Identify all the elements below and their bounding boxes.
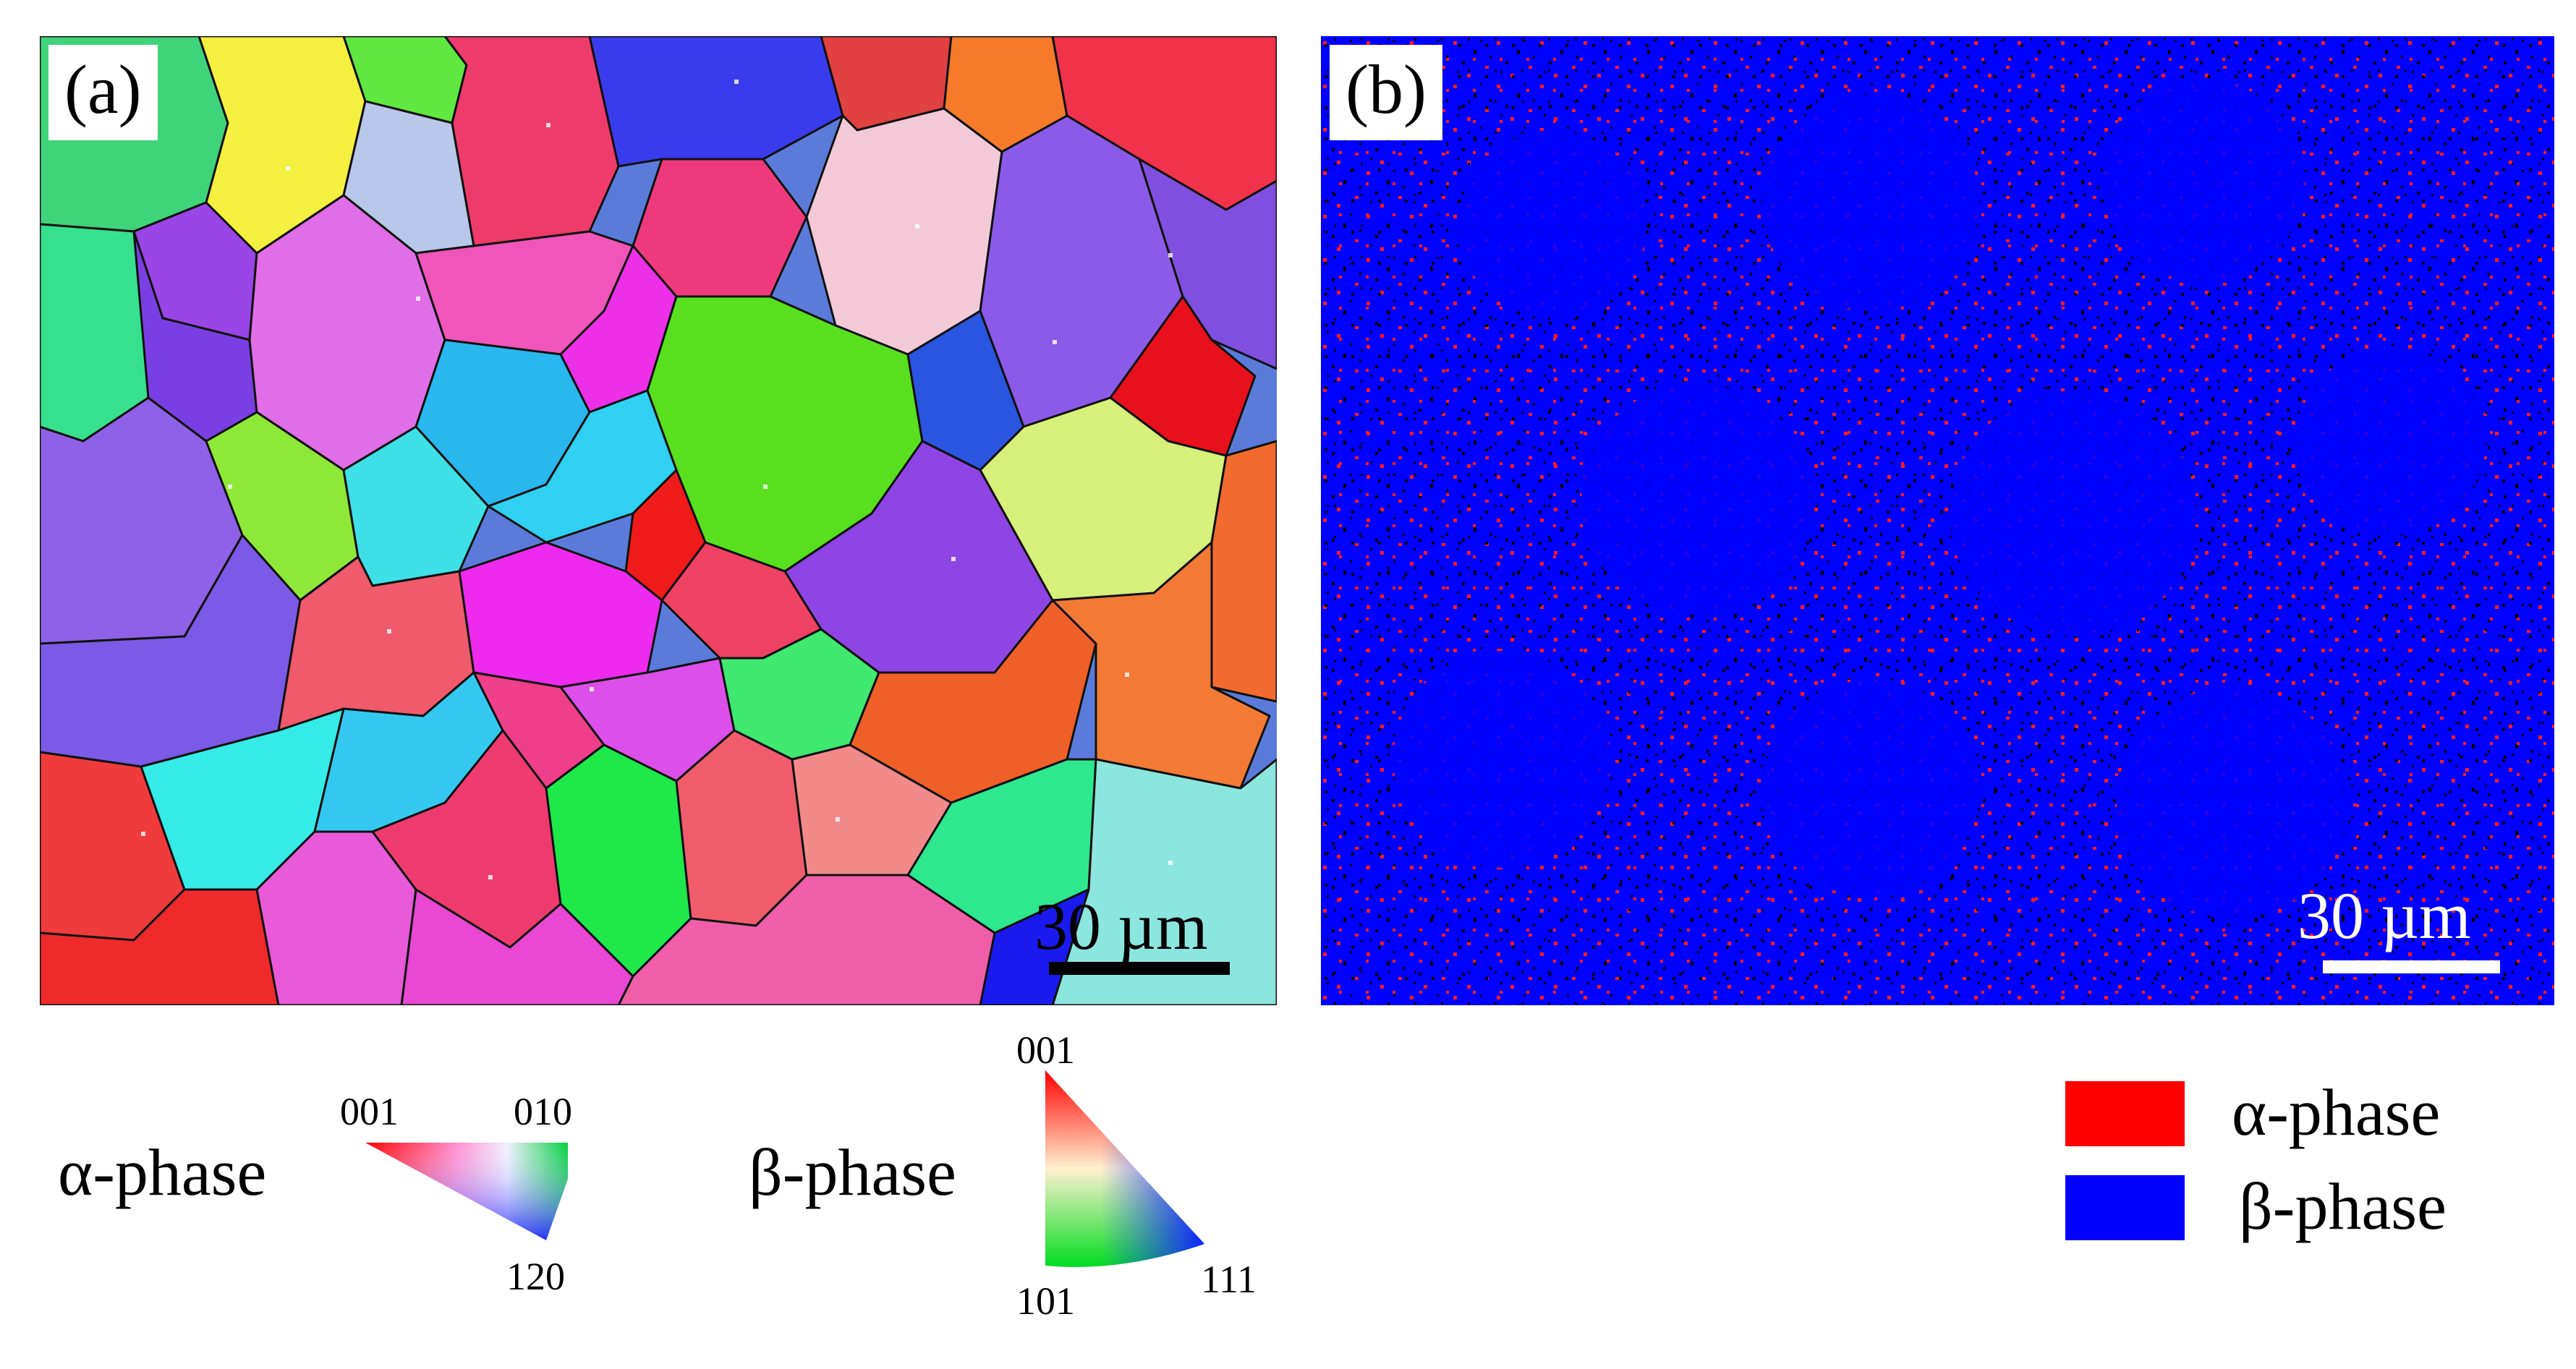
ipf-alpha-pole-001: 001 <box>340 1090 399 1133</box>
panel-label-a: (a) <box>48 45 158 140</box>
ipf-beta-pole-001: 001 <box>1016 1028 1075 1072</box>
phase-map: (b) 30 µm <box>1321 36 2554 1005</box>
ipf-triangle-beta <box>1045 1070 1204 1267</box>
scale-bar-label-b: 30 µm <box>2297 879 2471 952</box>
phase-legend-alpha-label: α-phase <box>2232 1075 2441 1149</box>
grain <box>443 36 620 247</box>
phase-legend-swatch-beta <box>2065 1175 2185 1240</box>
ipf-beta-pole-101: 101 <box>1016 1279 1075 1323</box>
ipf-legend-beta-label: β-phase <box>749 1135 956 1209</box>
ipf-alpha-pole-010: 010 <box>514 1090 572 1133</box>
grain <box>588 36 844 168</box>
phase-map-b <box>1321 36 2554 1005</box>
scale-bar-label-a: 30 µm <box>1034 890 1208 963</box>
grain <box>1051 541 1271 790</box>
grain <box>1210 440 1277 703</box>
grain <box>979 888 1090 1005</box>
phase-legend-swatch-alpha <box>2065 1081 2185 1146</box>
ipf-triangle-alpha <box>365 1143 568 1240</box>
grain-map-a <box>40 36 1277 1005</box>
scale-bar-b <box>2323 960 2500 973</box>
grain <box>400 888 634 1005</box>
phase-legend-beta-label: β-phase <box>2239 1169 2447 1243</box>
grain <box>487 389 678 544</box>
ipf-alpha-pole-120: 120 <box>506 1255 565 1298</box>
ipf-beta-pole-111: 111 <box>1201 1258 1257 1301</box>
panel-label-b: (b) <box>1330 45 1442 140</box>
ipf-legend-alpha-label: α-phase <box>58 1135 267 1209</box>
scale-bar-a <box>1049 962 1230 975</box>
ipf-orientation-map: (a) 30 µm <box>40 36 1277 1005</box>
